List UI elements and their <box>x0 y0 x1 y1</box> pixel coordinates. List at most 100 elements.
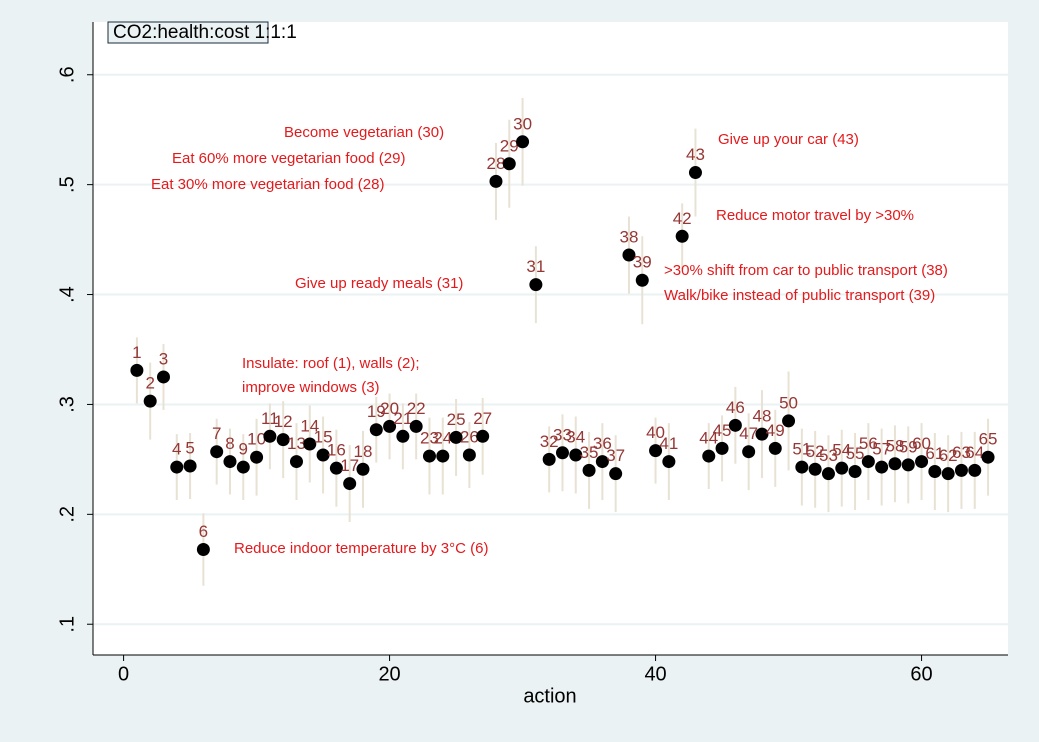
point-label: 28 <box>487 154 506 173</box>
point-label: 54 <box>832 441 851 460</box>
point-label: 19 <box>367 402 386 421</box>
annotation: Eat 30% more vegetarian food (28) <box>151 176 384 193</box>
point-label: 3 <box>159 349 168 368</box>
point <box>476 429 490 443</box>
point-label: 15 <box>314 427 333 446</box>
annotation: Walk/bike instead of public transport (3… <box>664 287 935 304</box>
point <box>675 229 689 243</box>
x-tick-label: 0 <box>118 663 129 685</box>
point <box>821 467 835 481</box>
point <box>569 448 583 462</box>
point-label: 21 <box>393 409 412 428</box>
point <box>422 449 436 463</box>
title-box <box>107 21 269 44</box>
point-label: 49 <box>766 421 785 440</box>
point-label: 1 <box>132 343 141 362</box>
point-label: 65 <box>979 430 998 449</box>
point <box>329 461 343 475</box>
point-label: 64 <box>965 443 984 462</box>
point-label: 27 <box>473 409 492 428</box>
point <box>356 462 370 476</box>
annotation: improve windows (3) <box>242 379 380 396</box>
point-label: 52 <box>806 442 825 461</box>
chart-title: CO2:health:cost 1:1:1 <box>113 22 297 43</box>
point <box>196 543 210 556</box>
point-label: 63 <box>952 443 971 462</box>
point <box>901 458 915 472</box>
point-label: 37 <box>606 446 625 465</box>
point <box>236 460 250 474</box>
point-label: 62 <box>939 446 958 465</box>
point <box>622 248 636 262</box>
point <box>383 419 397 433</box>
annotation: Give up ready meals (31) <box>295 275 463 292</box>
plot-area <box>93 22 1008 655</box>
point-label: 6 <box>199 522 208 541</box>
point <box>223 455 237 469</box>
annotation: Reduce motor travel by >30% <box>716 207 914 224</box>
point-label: 32 <box>540 432 559 451</box>
point-label: 24 <box>433 429 452 448</box>
y-tick-label: .6 <box>56 66 78 83</box>
x-tick-label: 20 <box>378 663 400 685</box>
point <box>928 464 942 478</box>
point-label: 56 <box>859 434 878 453</box>
point <box>449 430 463 444</box>
point <box>303 437 317 451</box>
point <box>808 462 822 476</box>
point <box>156 370 170 384</box>
point <box>795 460 809 474</box>
annotation: Eat 60% more vegetarian food (29) <box>172 150 405 167</box>
point <box>343 477 357 491</box>
point <box>489 174 503 188</box>
point-label: 43 <box>686 145 705 164</box>
point <box>742 445 756 459</box>
point <box>649 444 663 458</box>
point-label: 50 <box>779 393 798 412</box>
point <box>728 418 742 432</box>
point-label: 34 <box>566 427 585 446</box>
point <box>516 135 530 149</box>
point <box>130 363 144 377</box>
point <box>635 273 649 287</box>
point-label: 57 <box>872 440 891 459</box>
point-label: 9 <box>239 440 248 459</box>
point-label: 38 <box>620 227 639 246</box>
point <box>981 450 995 464</box>
point <box>529 278 543 292</box>
point <box>289 455 303 469</box>
point-label: 4 <box>172 440 181 459</box>
point <box>542 452 556 466</box>
point-label: 39 <box>633 253 652 272</box>
point-label: 33 <box>553 425 572 444</box>
x-axis-label: action <box>523 685 576 707</box>
point <box>688 166 702 180</box>
annotation: Give up your car (43) <box>718 131 859 148</box>
point <box>316 448 330 462</box>
point <box>170 460 184 474</box>
point <box>409 419 423 433</box>
point <box>888 457 902 471</box>
point-label: 35 <box>580 443 599 462</box>
point <box>250 450 264 464</box>
point-label: 20 <box>380 399 399 418</box>
point-label: 18 <box>354 442 373 461</box>
point <box>183 459 197 473</box>
point-label: 17 <box>340 456 359 475</box>
point-label: 26 <box>460 427 479 446</box>
point <box>582 463 596 477</box>
point-label: 31 <box>526 257 545 276</box>
point-label: 25 <box>447 410 466 429</box>
point <box>276 433 290 447</box>
point-label: 2 <box>145 374 154 393</box>
point-label: 46 <box>726 398 745 417</box>
y-tick-label: .1 <box>56 616 78 633</box>
point <box>782 414 796 428</box>
point-label: 23 <box>420 429 439 448</box>
point <box>848 464 862 478</box>
y-tick-label: .5 <box>56 176 78 193</box>
point-label: 55 <box>846 444 865 463</box>
point-label: 41 <box>659 434 678 453</box>
point-label: 60 <box>912 434 931 453</box>
